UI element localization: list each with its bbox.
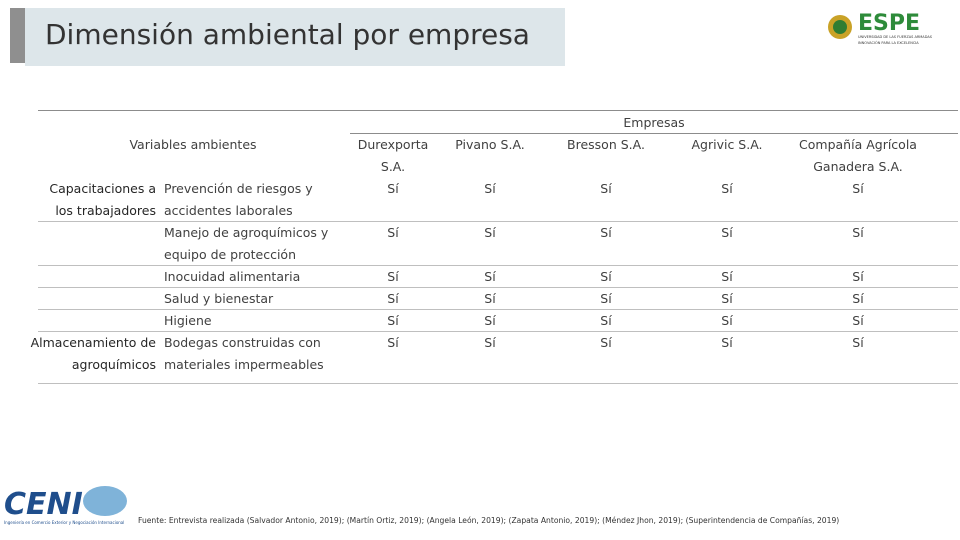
cell-value: Sí — [484, 313, 496, 328]
cell-value: Sí — [387, 225, 399, 240]
row-rule — [38, 221, 958, 222]
companies-header: Empresas — [623, 115, 685, 130]
cell-value: Sí — [721, 313, 733, 328]
cell-value: Sí — [600, 335, 612, 350]
cell-value: Sí — [600, 313, 612, 328]
cell-value: Sí — [721, 291, 733, 306]
cell-value: Sí — [387, 313, 399, 328]
variable-label: Salud y bienestar — [164, 291, 274, 306]
cell-value: Sí — [387, 269, 399, 284]
cell-value: Sí — [600, 269, 612, 284]
cell-value: Sí — [600, 181, 612, 196]
company-header: Durexporta S.A. — [357, 137, 429, 174]
cell-value: Sí — [852, 269, 864, 284]
variables-header: Variables ambientes — [129, 137, 257, 152]
cell-value: Sí — [721, 269, 733, 284]
logo-line2: INNOVACIÓN PARA LA EXCELENCIA — [858, 40, 919, 45]
espe-logo: ESPE UNIVERSIDAD DE LAS FUERZAS ARMADAS … — [828, 11, 933, 45]
logo-emblem-inner — [833, 20, 847, 34]
cell-value: Sí — [721, 181, 733, 196]
cell-value: Sí — [484, 291, 496, 306]
cell-value: Sí — [484, 335, 496, 350]
cell-value: Sí — [852, 313, 864, 328]
row-rule — [38, 331, 958, 332]
cell-value: Sí — [852, 225, 864, 240]
cell-value: Sí — [852, 335, 864, 350]
variable-label: Bodegas construidas con materiales imper… — [164, 335, 324, 372]
logo-globe — [83, 486, 127, 516]
row-rule — [38, 287, 958, 288]
rule-companies — [350, 133, 958, 134]
variable-label: Prevención de riesgos y accidentes labor… — [164, 181, 313, 218]
cell-value: Sí — [600, 291, 612, 306]
row-rule — [38, 383, 958, 384]
logo-name: ESPE — [858, 11, 920, 36]
group-label: Capacitaciones a los trabajadores — [49, 181, 156, 218]
variable-label: Higiene — [164, 313, 212, 328]
cell-value: Sí — [387, 291, 399, 306]
cell-value: Sí — [484, 181, 496, 196]
cell-value: Sí — [484, 269, 496, 284]
logo-subtitle: Ingeniería en Comercio Exterior y Negoci… — [4, 520, 124, 525]
row-rule — [38, 265, 958, 266]
title: Dimensión ambiental por empresa — [45, 18, 530, 51]
cell-value: Sí — [600, 225, 612, 240]
logo-line1: UNIVERSIDAD DE LAS FUERZAS ARMADAS — [858, 35, 933, 39]
title-box — [25, 8, 565, 66]
group-label: Almacenamiento de agroquímicos — [30, 335, 156, 372]
company-header: Agrivic S.A. — [691, 137, 763, 152]
cell-value: Sí — [387, 181, 399, 196]
company-header: Pivano S.A. — [455, 137, 525, 152]
rule-top — [38, 110, 958, 111]
variable-label: Manejo de agroquímicos y equipo de prote… — [164, 225, 329, 262]
row-rule — [38, 309, 958, 310]
cell-value: Sí — [852, 291, 864, 306]
cell-value: Sí — [721, 335, 733, 350]
source-note: Fuente: Entrevista realizada (Salvador A… — [138, 516, 840, 525]
logo-name: CENI — [4, 487, 83, 522]
ceni-logo: CENI Ingeniería en Comercio Exterior y N… — [4, 486, 127, 525]
cell-value: Sí — [852, 181, 864, 196]
company-header: Bresson S.A. — [567, 137, 645, 152]
company-header: Compañía Agrícola Ganadera S.A. — [799, 137, 917, 174]
cell-value: Sí — [387, 335, 399, 350]
cell-value: Sí — [721, 225, 733, 240]
cell-value: Sí — [484, 225, 496, 240]
variable-label: Inocuidad alimentaria — [164, 269, 301, 284]
